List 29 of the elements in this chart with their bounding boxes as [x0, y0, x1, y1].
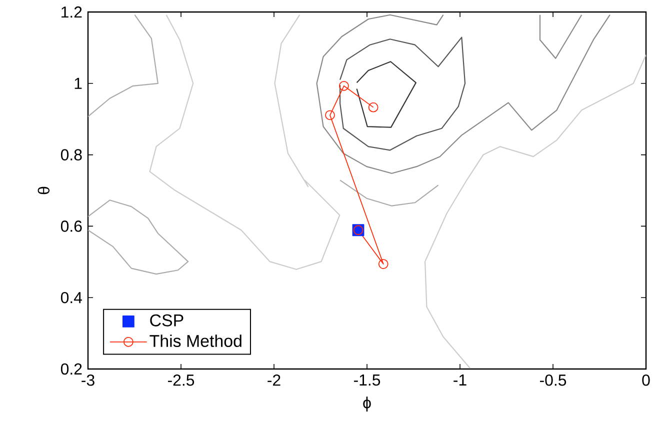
x-tick-label: -2.5 — [168, 374, 194, 386]
line-series — [88, 200, 189, 275]
y-tick-label: 0.4 — [60, 292, 82, 304]
line-series — [88, 14, 158, 118]
y-tick-label: 1.2 — [62, 6, 82, 18]
line-series — [356, 61, 416, 128]
legend-label: This Method — [150, 334, 242, 348]
point — [325, 110, 335, 120]
x-tick-label: -2 — [268, 374, 280, 386]
point — [368, 102, 378, 112]
legend-label: CSP — [150, 314, 184, 326]
y-tick-label: 0.8 — [60, 149, 82, 160]
y-tick-label: 1 — [74, 78, 82, 89]
x-tick-label: -0.5 — [540, 374, 566, 386]
y-axis-title: θ — [38, 186, 50, 194]
point — [378, 259, 388, 269]
line-series — [149, 14, 340, 270]
line-series — [339, 36, 466, 151]
line-series — [339, 180, 439, 206]
point — [338, 80, 349, 91]
y-tick-label: 0.6 — [60, 220, 82, 232]
x-tick-label: -1.5 — [354, 374, 380, 386]
line-series — [316, 14, 610, 174]
line-series — [424, 54, 646, 369]
x-axis-title: ϕ — [363, 396, 371, 412]
x-tick-label: -1 — [454, 374, 466, 386]
x-tick-label: -3 — [82, 374, 94, 386]
y-tick-label: 0.2 — [60, 363, 82, 375]
x-tick-label: 0 — [642, 374, 650, 386]
